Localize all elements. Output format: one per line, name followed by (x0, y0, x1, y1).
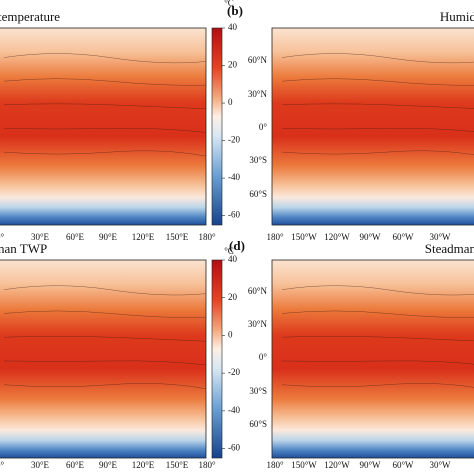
colorbar-unit: °C (224, 0, 234, 8)
lon-label: 0° (0, 232, 4, 242)
map-field (271, 27, 474, 226)
lon-label: 180° (266, 460, 284, 470)
colorbar-tick-label: 40 (228, 254, 238, 264)
coastline (281, 103, 474, 109)
coastline (3, 78, 206, 86)
lon-label: 30°E (31, 460, 50, 470)
lon-label: 120°W (324, 460, 350, 470)
lon-label: 30°W (429, 460, 451, 470)
lat-label: 30°N (248, 89, 268, 99)
colorbar-tick-label: -20 (228, 135, 240, 145)
lon-label: 60°E (66, 460, 85, 470)
coastline (3, 53, 206, 64)
coastline (281, 150, 474, 156)
lat-label: 0° (259, 352, 268, 362)
lat-label: 0° (259, 122, 268, 132)
lon-label: 0° (0, 460, 4, 470)
lon-label: 30°W (429, 232, 451, 242)
lon-label: 90°W (359, 232, 381, 242)
colorbar-tick-label: -60 (228, 443, 240, 453)
lat-label: 30°N (248, 319, 268, 329)
coastline (3, 285, 206, 296)
coastline (3, 150, 206, 157)
panel-title: Steadman (425, 241, 474, 256)
lat-label: 60°N (248, 55, 268, 65)
lon-label: 180° (198, 460, 216, 470)
colorbar-tick-label: -60 (228, 210, 240, 220)
coastline (281, 360, 474, 365)
lon-label: 150°W (291, 460, 317, 470)
panel-title: Humid (440, 9, 474, 24)
colorbar-unit: °C (224, 246, 234, 256)
lon-label: 150°E (166, 460, 189, 470)
panel-title: nan TWP (0, 241, 47, 256)
coastline (281, 128, 474, 132)
coastline (3, 128, 206, 133)
colorbar (211, 259, 223, 459)
map-field (271, 259, 474, 459)
colorbar-tick-label: 20 (228, 60, 238, 70)
coastline (3, 310, 206, 318)
lon-label: 60°W (392, 232, 414, 242)
panel-label: (d) (229, 238, 245, 253)
colorbar-tick-label: -40 (228, 405, 240, 415)
colorbar-tick-label: 0 (228, 97, 233, 107)
lat-label: 30°S (249, 386, 267, 396)
map-field (0, 259, 207, 459)
lon-label: 120°E (132, 232, 155, 242)
lon-label: 90°W (359, 460, 381, 470)
lon-label: 30°E (31, 232, 50, 242)
coastline (281, 53, 474, 64)
lat-label: 60°S (249, 419, 267, 429)
colorbar-tick-label: 0 (228, 329, 233, 339)
lon-label: 60°W (392, 460, 414, 470)
map-field (0, 27, 207, 226)
lon-label: 60°E (66, 232, 85, 242)
coastline (3, 383, 206, 389)
lon-label: 180° (198, 232, 216, 242)
colorbar-tick-label: 40 (228, 22, 238, 32)
lat-label: 60°S (249, 189, 267, 199)
lon-label: 120°W (324, 232, 350, 242)
colorbar-tick-label: 20 (228, 292, 238, 302)
lon-label: 150°E (166, 232, 189, 242)
coastline (3, 360, 206, 366)
lon-label: 90°E (99, 232, 118, 242)
colorbar-tick-label: -20 (228, 367, 240, 377)
coastline (3, 335, 206, 342)
coastline (281, 310, 474, 318)
coastline (281, 383, 474, 388)
lon-label: 180° (266, 232, 284, 242)
coastline (281, 285, 474, 296)
coastline (281, 335, 474, 342)
panel-title: temperature (0, 9, 60, 24)
lon-label: 120°E (132, 460, 155, 470)
coastline (3, 103, 206, 110)
panel-label: (b) (227, 3, 243, 18)
colorbar (211, 27, 223, 226)
lon-label: 90°E (99, 460, 118, 470)
lat-label: 60°N (248, 286, 268, 296)
coastline (281, 78, 474, 86)
lon-label: 150°W (291, 232, 317, 242)
lat-label: 30°S (249, 155, 267, 165)
colorbar-tick-label: -40 (228, 172, 240, 182)
